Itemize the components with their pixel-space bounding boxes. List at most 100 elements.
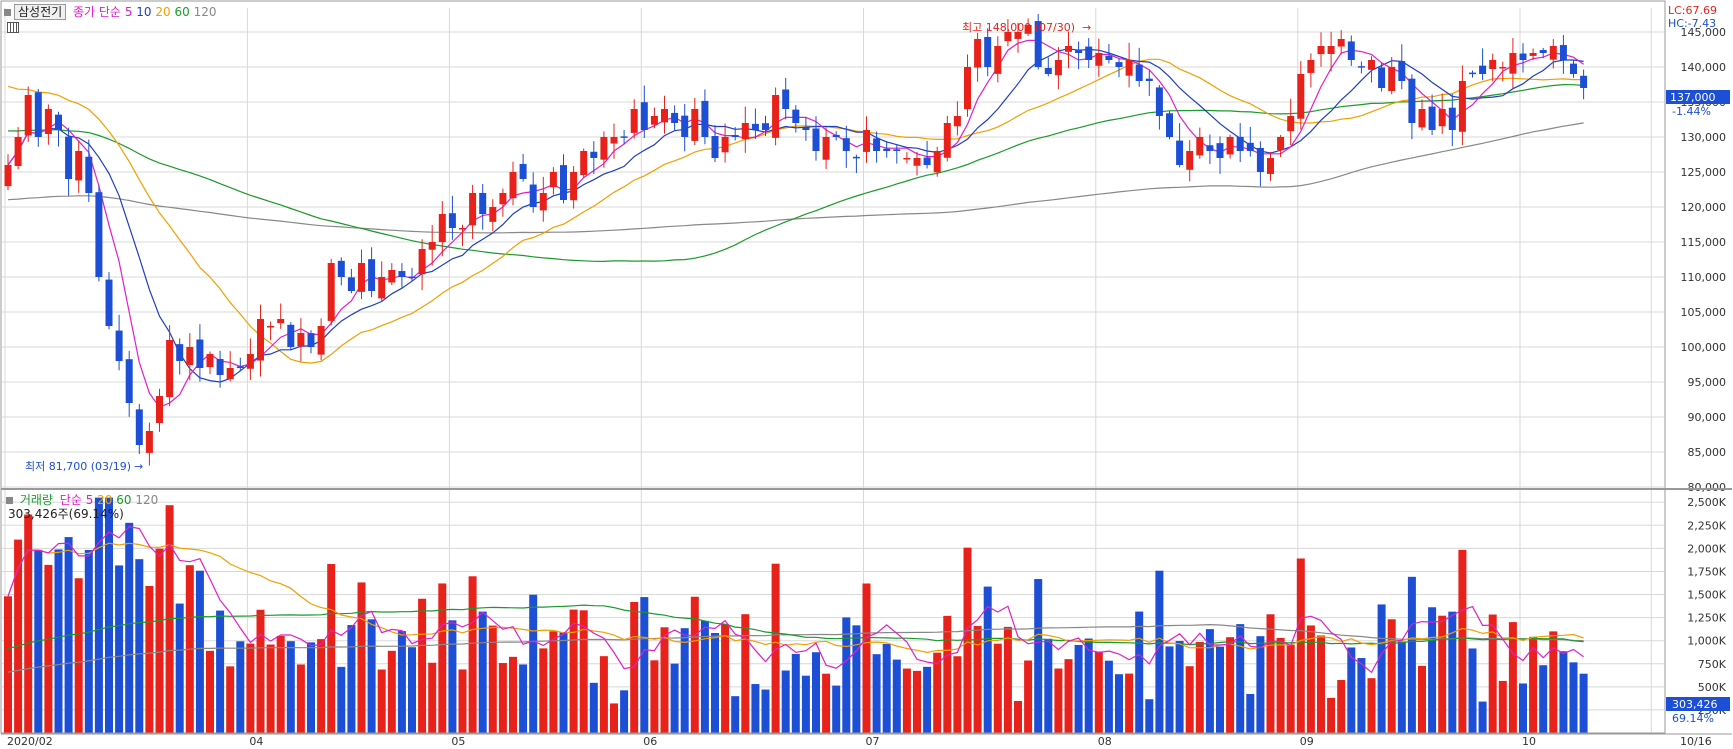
- candle-body: [1368, 60, 1375, 70]
- volume-bar: [1377, 604, 1386, 733]
- date-tick-label: 08: [1098, 735, 1112, 748]
- candle-body: [1024, 25, 1032, 34]
- volume-bar: [529, 594, 538, 733]
- candle-body: [398, 271, 406, 277]
- volume-bar: [337, 666, 346, 733]
- volume-bar: [44, 564, 53, 733]
- volume-bar: [115, 565, 124, 733]
- volume-bar: [1074, 644, 1083, 733]
- volume-bar: [549, 631, 558, 733]
- volume-bar: [468, 576, 477, 733]
- annotations: 최고 148,000 (07/30) → 최저 81,700 (03/19) →: [25, 21, 1091, 473]
- volume-bar: [256, 609, 265, 733]
- volume-bar: [84, 549, 93, 733]
- volume-bar: [660, 627, 669, 733]
- volume-panel-icon[interactable]: [6, 497, 13, 504]
- candle-body: [1054, 60, 1062, 76]
- candle-body: [1125, 60, 1133, 76]
- volume-tag: 303,426: [1672, 698, 1718, 711]
- candle-body: [1448, 107, 1456, 130]
- volume-bar: [216, 610, 225, 733]
- candle-body: [1489, 60, 1497, 69]
- volume-bar: [680, 628, 689, 733]
- date-tick-label: 10: [1522, 735, 1536, 748]
- volume-bar: [387, 650, 396, 733]
- price-tag: 137,000: [1670, 91, 1716, 104]
- ma-120-label: 120: [193, 5, 217, 19]
- volume-bar: [973, 626, 982, 733]
- volume-bar: [711, 633, 719, 733]
- candle-body: [741, 123, 749, 140]
- ma-120-line: [7, 122, 1584, 234]
- volume-bar: [246, 643, 255, 733]
- grid-toggle[interactable]: [7, 22, 19, 36]
- candle-body: [1357, 66, 1365, 68]
- candle-body: [135, 409, 143, 445]
- volume-bar: [488, 625, 497, 733]
- hc-value: HC:-7.43: [1668, 17, 1716, 30]
- panel-icon[interactable]: [4, 9, 11, 16]
- date-axis: 2020/02 04 05 06 07 08 09 10 10/16: [7, 735, 1712, 748]
- candle-body: [1378, 67, 1386, 88]
- table-icon[interactable]: [7, 22, 19, 33]
- volume-bar: [1054, 668, 1063, 733]
- date-tick-label: 2020/02: [7, 735, 53, 748]
- volume-legend: 거래량 단순 5 20 60 120: [6, 491, 158, 508]
- volume-bar: [1115, 674, 1123, 733]
- candle-body: [479, 192, 487, 214]
- volume-bar: [1195, 641, 1204, 733]
- volume-axis: 250K500K750K1,000K1,250K1,500K1,750K2,00…: [1687, 496, 1726, 717]
- vol-ma-5-label: 5: [85, 493, 94, 507]
- candle-body: [893, 149, 901, 151]
- volume-bar: [4, 596, 12, 733]
- stock-name[interactable]: 삼성전기: [14, 4, 67, 20]
- vol-ma-20-label: 20: [97, 493, 113, 507]
- volume-bar: [923, 666, 932, 733]
- volume-bar: [1125, 673, 1134, 733]
- candle-body: [1196, 137, 1204, 156]
- candle-body: [994, 46, 1002, 74]
- candle-body: [307, 333, 315, 347]
- candle-body: [1388, 67, 1396, 92]
- candle-body: [489, 207, 497, 222]
- candle-body: [1549, 46, 1557, 60]
- price-tick-label: 145,000: [1681, 26, 1727, 39]
- candle-body: [1438, 109, 1446, 127]
- volume-bar: [1317, 635, 1325, 733]
- candle-body: [1226, 137, 1234, 155]
- volume-bar: [700, 620, 709, 733]
- volume-bar: [1135, 611, 1144, 733]
- candle-body: [1317, 46, 1325, 55]
- volume-bar: [862, 583, 871, 733]
- volume-bar: [418, 598, 427, 733]
- volume-bar: [226, 666, 235, 733]
- candle-body: [610, 137, 618, 144]
- candle-body: [620, 136, 628, 138]
- volume-bar: [963, 547, 972, 733]
- volume-bar: [317, 639, 326, 733]
- volume-bar: [155, 548, 164, 733]
- candle-body: [186, 347, 194, 366]
- candle-body: [1246, 142, 1254, 151]
- volume-bar: [650, 660, 659, 733]
- volume-bar: [690, 596, 699, 733]
- candle-body: [1044, 67, 1052, 74]
- volume-bar: [1044, 638, 1053, 733]
- volume-bar: [620, 690, 629, 733]
- candle-body: [671, 112, 679, 123]
- candle-body: [974, 39, 982, 68]
- chart-grid: [2, 8, 1664, 733]
- candle-body: [1216, 143, 1224, 158]
- volume-bar: [589, 682, 598, 733]
- candle-body: [1479, 65, 1487, 74]
- volume-tick-label: 1,500K: [1687, 589, 1726, 602]
- volume-tick-label: 1,750K: [1687, 565, 1726, 578]
- volume-bar: [1104, 660, 1113, 733]
- volume-bar: [276, 635, 285, 733]
- candle-body: [721, 137, 729, 153]
- candle-body: [661, 109, 668, 123]
- candle-body: [549, 172, 557, 188]
- candle-body: [499, 193, 507, 205]
